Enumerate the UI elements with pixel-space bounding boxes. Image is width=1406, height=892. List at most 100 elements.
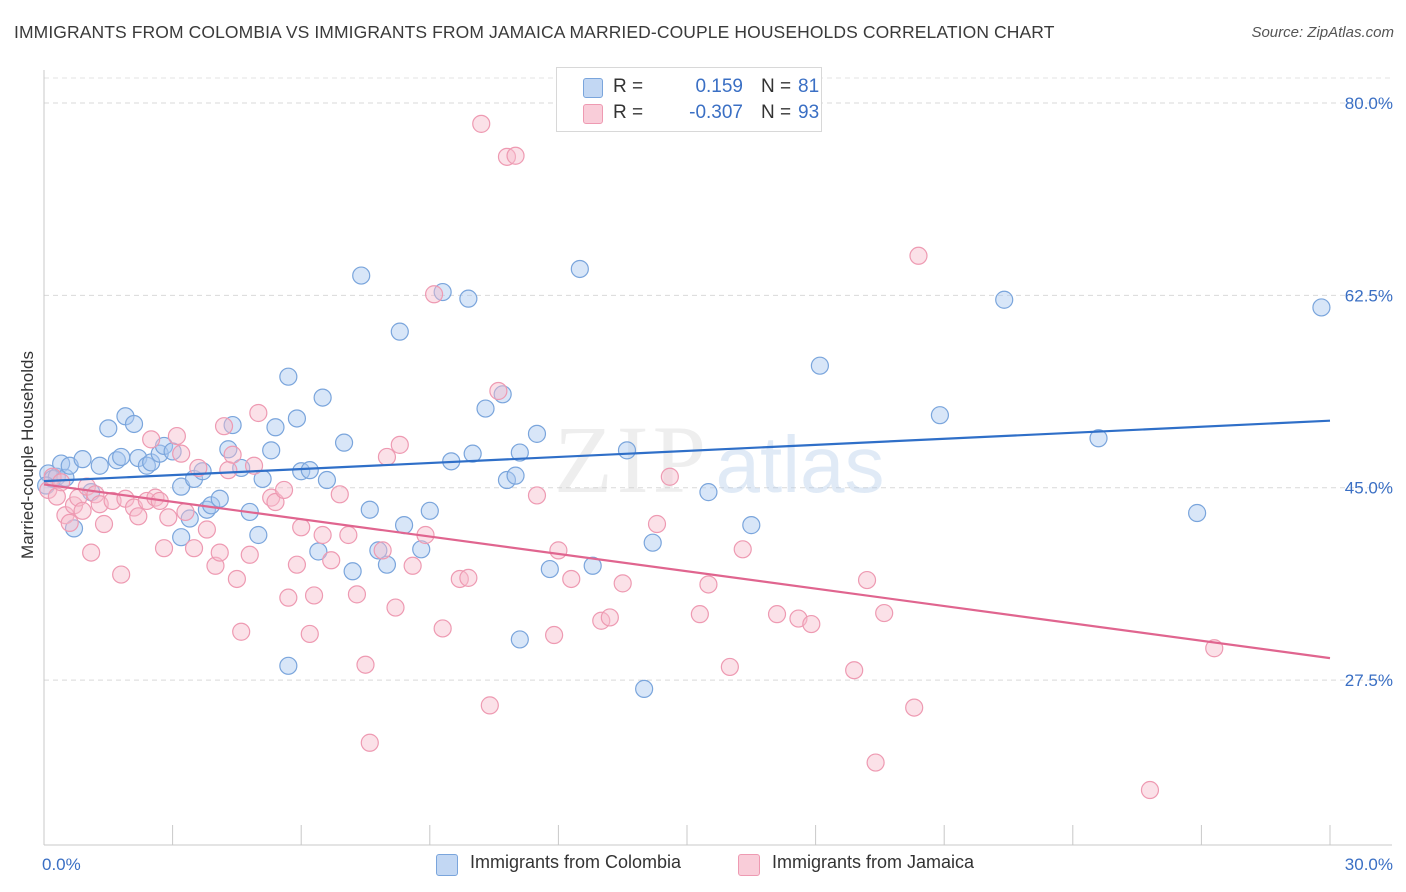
jamaica-point bbox=[232, 622, 251, 641]
jamaica-point bbox=[112, 565, 131, 584]
colombia-point bbox=[476, 399, 495, 418]
jamaica-point bbox=[129, 507, 148, 526]
y-tick-label: 80.0% bbox=[1345, 94, 1393, 113]
jamaica-point bbox=[562, 569, 581, 589]
colombia-point bbox=[90, 456, 109, 475]
jamaica-point bbox=[94, 514, 114, 534]
colombia-point bbox=[334, 433, 354, 452]
jamaica-point bbox=[1140, 780, 1160, 800]
watermark: ZIP atlas bbox=[554, 406, 884, 513]
colombia-point bbox=[420, 501, 439, 520]
colombia-point bbox=[1312, 298, 1331, 317]
x-tick-label: 30.0% bbox=[1345, 855, 1393, 874]
jamaica-point bbox=[274, 480, 294, 500]
jamaica-point bbox=[73, 501, 92, 520]
jamaica-point bbox=[377, 447, 397, 467]
colombia-point bbox=[262, 441, 281, 460]
y-axis-label: Married-couple Households bbox=[18, 351, 37, 559]
axes bbox=[43, 70, 1392, 846]
bottom-legend-swatch-jamaica bbox=[738, 854, 760, 876]
jamaica-point bbox=[545, 625, 564, 645]
legend-swatch-jamaica bbox=[583, 104, 603, 124]
jamaica-point bbox=[433, 619, 452, 638]
colombia-point bbox=[172, 528, 191, 547]
jamaica-point bbox=[240, 545, 259, 564]
bottom-legend-swatch-colombia bbox=[436, 854, 458, 876]
jamaica-point bbox=[339, 525, 358, 545]
jamaica-point bbox=[172, 444, 191, 463]
colombia-point bbox=[510, 630, 529, 649]
jamaica-point bbox=[142, 430, 161, 449]
jamaica-point bbox=[690, 605, 709, 624]
jamaica-point bbox=[300, 624, 319, 644]
jamaica-point bbox=[154, 539, 174, 558]
colombia-point bbox=[497, 470, 517, 490]
colombia-point bbox=[360, 500, 379, 519]
series-colombia bbox=[37, 259, 1331, 699]
colombia-point bbox=[459, 289, 478, 308]
colombia-point bbox=[412, 540, 431, 559]
colombia-point bbox=[99, 419, 118, 438]
colombia-point bbox=[995, 290, 1014, 309]
colombia-point bbox=[570, 259, 589, 279]
watermark-atlas: atlas bbox=[716, 420, 885, 509]
jamaica-point bbox=[424, 285, 444, 304]
colombia-point bbox=[279, 656, 298, 675]
jamaica-point bbox=[219, 461, 238, 480]
jamaica-point bbox=[459, 568, 478, 587]
legend-n-value-jamaica: 93 bbox=[798, 102, 820, 123]
colombia-point bbox=[540, 559, 559, 579]
colombia-point bbox=[210, 489, 229, 508]
jamaica-point bbox=[347, 585, 367, 604]
jamaica-point bbox=[356, 655, 375, 674]
colombia-point bbox=[506, 466, 525, 485]
chart-title: IMMIGRANTS FROM COLOMBIA VS IMMIGRANTS F… bbox=[14, 22, 1055, 42]
colombia-point bbox=[1089, 429, 1108, 448]
legend-n-label: N = bbox=[761, 76, 792, 97]
jamaica-point bbox=[733, 540, 752, 559]
jamaica-point bbox=[390, 435, 409, 454]
colombia-point bbox=[699, 483, 718, 502]
colombia-point bbox=[287, 409, 307, 428]
colombia-point bbox=[643, 533, 662, 552]
jamaica-point bbox=[373, 541, 392, 560]
jamaica-point bbox=[600, 608, 619, 627]
colombia-point bbox=[510, 443, 529, 462]
legend-r-value-colombia: 0.159 bbox=[695, 76, 743, 97]
jamaica-point bbox=[159, 508, 178, 527]
jamaica-point bbox=[489, 381, 508, 401]
colombia-point bbox=[394, 516, 414, 535]
trend-line-jamaica bbox=[43, 483, 1331, 660]
colombia-point bbox=[635, 679, 654, 699]
y-tick-label: 27.5% bbox=[1345, 671, 1393, 690]
jamaica-point bbox=[249, 403, 268, 423]
jamaica-point bbox=[386, 598, 405, 617]
gridlines bbox=[44, 77, 1392, 681]
jamaica-point bbox=[197, 520, 216, 539]
bottom-legend-label-colombia: Immigrants from Colombia bbox=[470, 852, 682, 872]
jamaica-point bbox=[210, 543, 229, 562]
colombia-point bbox=[742, 516, 761, 535]
correlation-legend: R = 0.159 N = 81 R = -0.307 N = 93 bbox=[556, 67, 822, 132]
colombia-point bbox=[112, 447, 131, 467]
colombia-point bbox=[583, 556, 602, 575]
colombia-point bbox=[343, 562, 362, 581]
bottom-legend-label-jamaica: Immigrants from Jamaica bbox=[772, 852, 975, 872]
jamaica-point bbox=[60, 513, 79, 533]
colombia-point bbox=[249, 525, 268, 545]
jamaica-point bbox=[189, 458, 208, 478]
jamaica-point bbox=[506, 146, 525, 165]
colombia-point bbox=[1188, 503, 1207, 523]
colombia-point bbox=[279, 367, 298, 386]
jamaica-point bbox=[720, 657, 739, 677]
jamaica-point bbox=[527, 486, 547, 505]
jamaica-point bbox=[905, 698, 924, 717]
x-tick-label: 0.0% bbox=[42, 855, 81, 874]
colombia-point bbox=[352, 266, 371, 285]
jamaica-point bbox=[227, 569, 246, 589]
jamaica-point bbox=[167, 426, 186, 446]
colombia-point bbox=[527, 424, 547, 443]
legend-n-value-colombia: 81 bbox=[798, 76, 820, 97]
jamaica-point bbox=[802, 614, 821, 634]
